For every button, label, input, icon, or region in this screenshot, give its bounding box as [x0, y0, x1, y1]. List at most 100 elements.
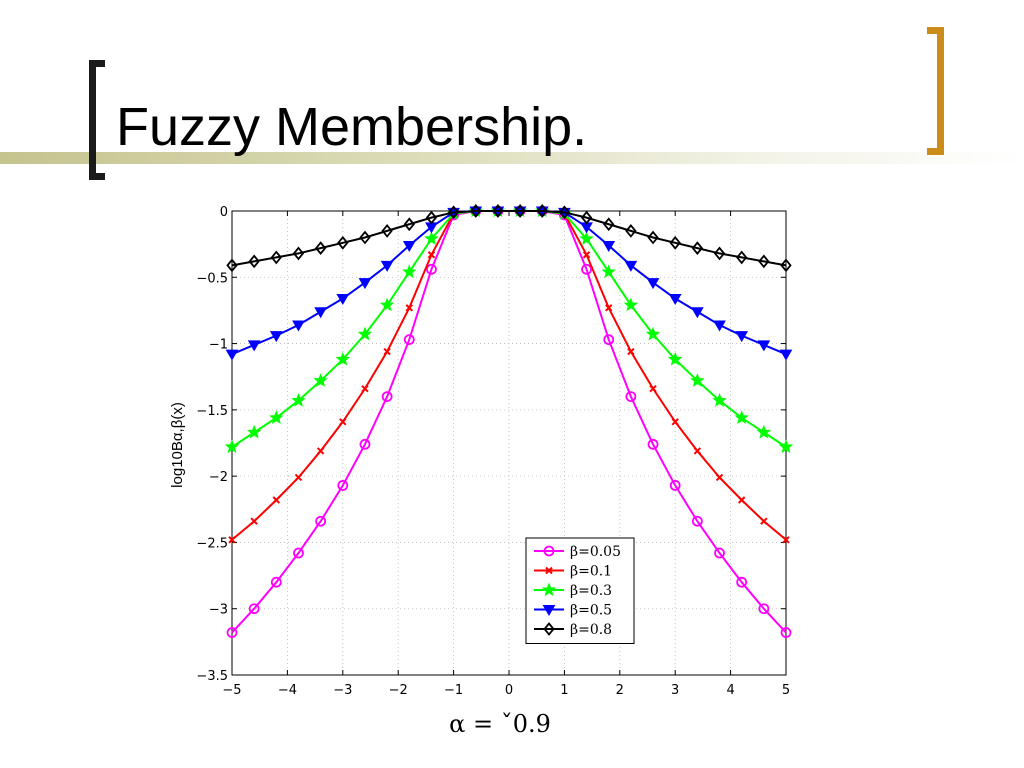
data-point: [425, 210, 438, 225]
data-point: [313, 373, 328, 387]
legend-marker: [541, 582, 557, 597]
data-point: [336, 293, 350, 305]
data-point: [605, 304, 613, 312]
marker-stroke: [339, 418, 347, 426]
legend-label: β=0.3: [570, 583, 612, 599]
data-point: [405, 304, 413, 312]
data-point: [736, 250, 748, 265]
data-point: [582, 251, 591, 259]
data-point: [402, 264, 417, 279]
y-tick-label: −2.5: [196, 536, 228, 551]
data-point: [737, 496, 746, 504]
data-point: [269, 331, 283, 343]
chart-legend: β=0.05 β=0.1 β=0.3 β=0.5 β=0.8: [525, 537, 635, 644]
data-point: [294, 473, 303, 482]
marker-stroke: [361, 384, 369, 393]
marker-stroke: [582, 251, 591, 259]
data-point: [671, 418, 679, 426]
right-bracket-decoration: [927, 27, 944, 155]
marker-stroke: [228, 536, 236, 544]
data-point: [736, 576, 748, 588]
data-point: [693, 447, 702, 455]
data-point: [359, 438, 371, 450]
chart-series: [224, 203, 794, 638]
data-point: [627, 347, 635, 356]
chart-axes: −5 −4 −3 −2 −1 0 1 2 3 4 5 0 −0.5 −1 −1.5 −2 −2.5 −3 −3.5: [196, 205, 790, 698]
legend-marker: [543, 622, 555, 636]
data-point: [357, 326, 373, 341]
series-4: [226, 204, 792, 273]
marker-stroke: [316, 447, 325, 455]
data-point: [226, 258, 238, 273]
data-point: [645, 326, 661, 341]
data-point: [691, 241, 704, 256]
marker-stroke: [405, 304, 413, 312]
data-point: [691, 515, 703, 527]
marker-stroke: [782, 536, 790, 544]
data-point: [625, 391, 637, 403]
legend-marker: [542, 605, 556, 616]
slide-title: Fuzzy Membership.: [116, 97, 588, 157]
legend-entry: β=0.05: [534, 544, 621, 560]
data-point: [734, 410, 749, 424]
data-point: [603, 334, 615, 345]
data-point: [403, 334, 415, 345]
legend-entry: β=0.3: [534, 582, 612, 599]
legend-marker: [543, 545, 555, 557]
title-accent-band: [0, 152, 1024, 164]
data-point: [669, 480, 681, 491]
data-point: [715, 473, 724, 482]
marker-stroke: [427, 251, 436, 259]
data-point: [668, 293, 682, 305]
marker-stroke: [693, 447, 702, 455]
data-point: [379, 297, 395, 312]
legend-entry: β=0.5: [534, 603, 612, 619]
marker-stroke: [383, 347, 391, 356]
legend-label: β=0.5: [570, 603, 612, 619]
data-point: [649, 384, 657, 393]
x-tick-label: 2: [616, 683, 624, 698]
data-point: [667, 351, 683, 366]
data-point: [316, 447, 325, 455]
data-point: [625, 223, 637, 238]
data-point: [359, 230, 371, 245]
x-tick-label: −4: [278, 683, 297, 698]
data-point: [647, 230, 659, 245]
data-point: [603, 217, 615, 232]
marker-stroke: [671, 418, 679, 426]
data-point: [226, 627, 238, 638]
data-point: [760, 517, 768, 525]
data-point: [758, 603, 770, 615]
legend-entry: β=0.8: [534, 622, 612, 638]
data-point: [315, 515, 327, 527]
data-point: [602, 240, 616, 252]
data-point: [579, 231, 594, 245]
legend-label: β=0.1: [570, 564, 612, 580]
data-point: [780, 258, 792, 273]
data-point: [291, 392, 306, 407]
x-tick-label: −3: [333, 683, 352, 698]
data-point: [624, 260, 638, 272]
legend-label: β=0.8: [570, 622, 612, 638]
data-point: [383, 347, 391, 356]
data-point: [713, 320, 726, 332]
data-point: [337, 235, 349, 250]
data-point: [246, 424, 262, 439]
data-point: [272, 496, 281, 504]
legend-marker: [545, 566, 553, 575]
data-point: [381, 391, 393, 403]
data-point: [335, 351, 351, 366]
data-point: [292, 320, 305, 332]
data-point: [712, 392, 727, 407]
x-tick-label: 1: [560, 683, 568, 698]
data-point: [269, 410, 284, 424]
marker-stroke: [545, 566, 553, 575]
data-point: [270, 576, 282, 588]
data-point: [427, 251, 436, 259]
y-tick-label: −3.5: [196, 669, 228, 684]
data-point: [224, 439, 240, 454]
legend-label: β=0.05: [570, 544, 621, 560]
data-point: [492, 204, 504, 218]
y-tick-label: −3: [209, 603, 228, 618]
